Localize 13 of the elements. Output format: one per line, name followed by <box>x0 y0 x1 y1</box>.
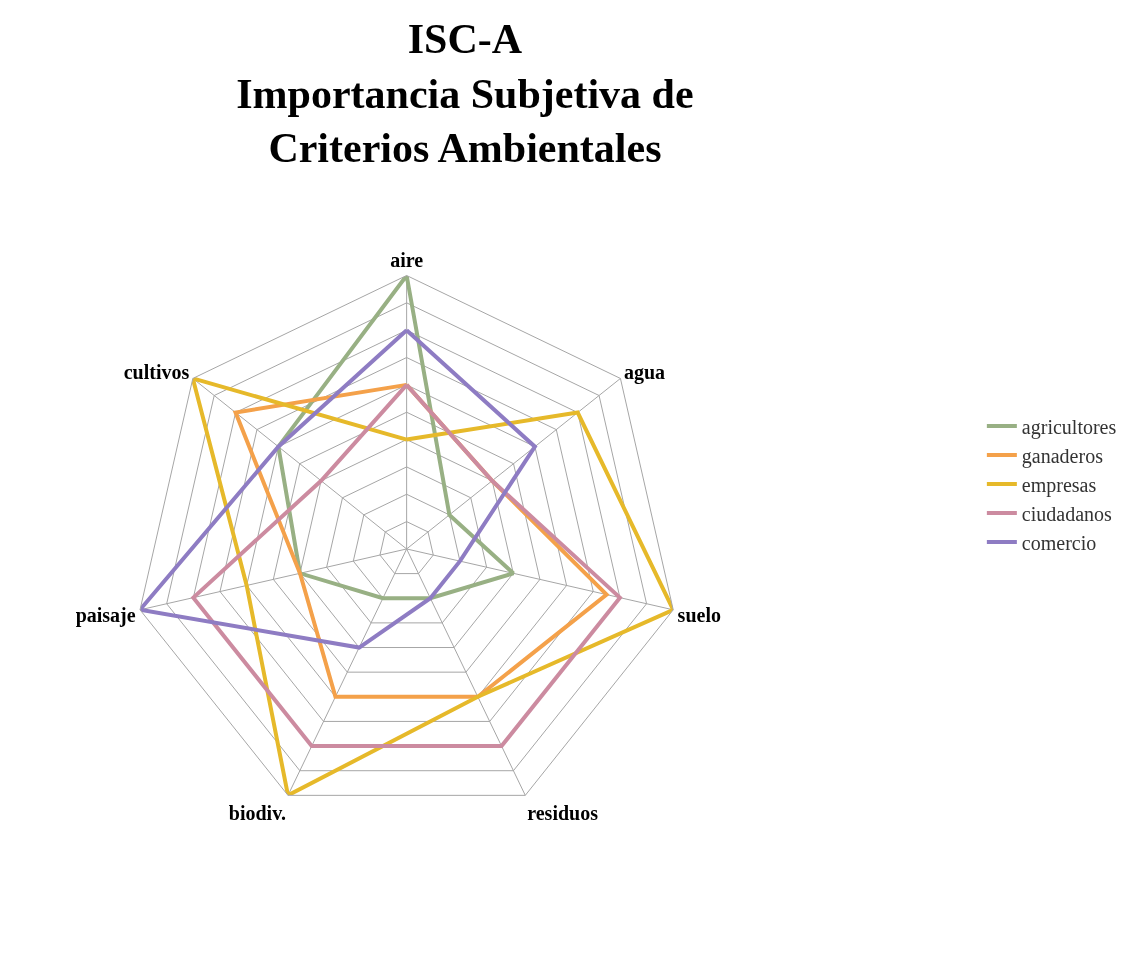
spoke-label: cultivos <box>123 360 190 383</box>
spoke-label: biodiv. <box>228 802 287 825</box>
legend-label: agricultores <box>1021 415 1117 439</box>
spoke-label: paisaje <box>75 604 136 628</box>
spoke-label: aire <box>390 248 424 271</box>
legend-label: empresas <box>1021 473 1097 497</box>
chart-title: ISC-A Importancia Subjetiva de Criterios Ambientales <box>236 16 694 172</box>
spoke-label: suelo <box>677 604 721 627</box>
legend-label: ganaderos <box>1021 444 1104 468</box>
legend-label: comercio <box>1021 531 1097 554</box>
spoke-label: residuos <box>527 802 599 825</box>
legend-label: ciudadanos <box>1021 502 1113 525</box>
spoke-label: agua <box>623 360 666 384</box>
